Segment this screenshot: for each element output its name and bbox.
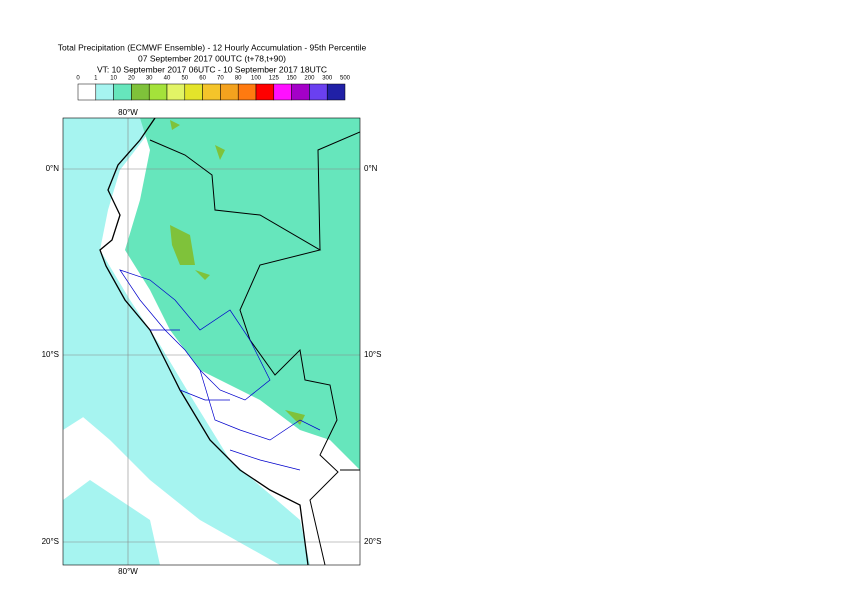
- graticule: [63, 118, 360, 565]
- title-line: Total Precipitation (ECMWF Ensemble) - 1…: [58, 42, 367, 52]
- legend-label: 30: [146, 76, 153, 82]
- precip-light: [63, 118, 310, 565]
- legend: 0 1 10 20 30 40 50 60 70 80 100 125 150 200 300 500: [76, 76, 351, 101]
- legend-swatch: [166, 83, 186, 101]
- legend-label: 150: [287, 76, 298, 82]
- lon-label: 80°W: [118, 567, 138, 576]
- legend-swatch: [237, 83, 257, 101]
- lat-label: 0°N: [364, 164, 378, 173]
- legend-label: 500: [340, 76, 351, 82]
- legend-swatch: [220, 83, 239, 101]
- legend-swatch: [291, 83, 310, 101]
- lat-label: 20°S: [364, 537, 381, 546]
- legend-label: 1: [94, 76, 98, 82]
- lat-label: 0°N: [46, 164, 60, 173]
- legend-label: 300: [322, 76, 333, 82]
- precip-medium: [125, 118, 360, 470]
- legend-label: 125: [269, 76, 280, 82]
- legend-label: 200: [304, 76, 315, 82]
- lat-label: 10°S: [42, 350, 59, 359]
- legend-swatch: [148, 83, 168, 101]
- legend-swatch: [113, 83, 132, 101]
- title-line: 07 September 2017 00UTC (t+78,t+90): [138, 53, 286, 63]
- legend-swatch: [326, 83, 346, 101]
- legend-swatch: [95, 83, 114, 101]
- legend-label: 70: [217, 76, 224, 82]
- precip-light: [63, 330, 160, 565]
- country-border: [149, 131, 360, 565]
- legend-label: 40: [164, 76, 171, 82]
- legend-swatch: [184, 83, 203, 101]
- map-frame: [62, 117, 361, 566]
- legend-label: 0: [76, 76, 80, 82]
- legend-swatch: [202, 83, 221, 101]
- lat-label: 20°S: [42, 537, 59, 546]
- lon-label: 80°W: [118, 108, 138, 117]
- legend-swatch: [77, 83, 97, 101]
- lat-label: 10°S: [364, 350, 381, 359]
- legend-label: 60: [199, 76, 206, 82]
- legend-label: 100: [251, 76, 262, 82]
- legend-swatch: [309, 83, 328, 101]
- legend-label: 20: [128, 76, 135, 82]
- legend-label: 10: [110, 76, 117, 82]
- legend-swatch: [255, 83, 275, 101]
- legend-swatch: [273, 83, 292, 101]
- coastline: [99, 118, 309, 565]
- province-border: [119, 269, 321, 471]
- legend-label: 80: [235, 76, 242, 82]
- legend-swatch: [131, 83, 150, 101]
- legend-label: 50: [181, 76, 188, 82]
- map: [63, 118, 360, 565]
- title-line: VT: 10 September 2017 06UTC - 10 Septemb…: [97, 64, 327, 74]
